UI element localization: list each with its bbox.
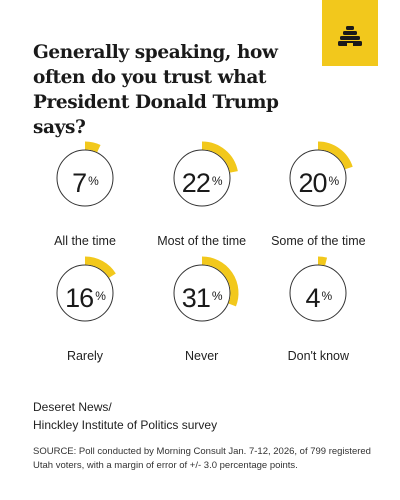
footnote: SOURCE: Poll conducted by Morning Consul… xyxy=(33,446,371,471)
chart-title: Generally speaking, how often do you tru… xyxy=(33,42,279,138)
gauge-value: 31% xyxy=(145,283,259,313)
gauge-arc xyxy=(84,141,101,153)
gauge-value-number: 16 xyxy=(65,283,94,313)
gauge-track xyxy=(289,264,347,322)
gauge-arc xyxy=(318,256,328,266)
gauge-track xyxy=(56,264,114,322)
gauge-track xyxy=(173,149,231,207)
gauge-6: 4% Don't know xyxy=(261,256,378,376)
gauge-value: 7% xyxy=(28,168,142,198)
gauge-value-number: 7 xyxy=(72,168,87,198)
gauge-3: 20% Some of the time xyxy=(261,141,378,261)
gauge-ring xyxy=(289,256,347,322)
gauge-value-number: 22 xyxy=(181,168,211,198)
gauge-grid: 7% All the time 22% Most of the time 20% Some… xyxy=(28,141,378,376)
gauge-arc xyxy=(84,256,116,278)
gauge-value: 22% xyxy=(145,168,259,198)
gauge-label: Never xyxy=(184,349,219,363)
gauge-arc xyxy=(318,141,354,170)
gauge-value-number: 4 xyxy=(305,283,320,313)
gauge-value-number: 31 xyxy=(181,283,211,313)
gauge-track xyxy=(56,149,114,207)
gauge-track xyxy=(289,149,347,207)
gauge-value-unit: % xyxy=(88,174,99,188)
gauge-2: 22% Most of the time xyxy=(145,141,262,261)
gauge-4: 16% Rarely xyxy=(28,256,145,376)
gauge-value: 16% xyxy=(28,283,142,313)
gauge-value: 4% xyxy=(261,283,375,313)
gauge-label: All the time xyxy=(54,234,116,248)
source-credit: Deseret News/ Hinckley Institute of Poli… xyxy=(33,398,217,434)
gauge-track xyxy=(173,264,231,322)
beehive-icon xyxy=(338,26,362,46)
gauge-ring xyxy=(173,256,239,322)
gauge-value-number: 20 xyxy=(298,168,327,198)
source-credit-line-1: Deseret News/ xyxy=(33,400,112,414)
gauge-value-unit: % xyxy=(321,289,333,303)
gauge-ring xyxy=(289,141,354,207)
gauge-ring xyxy=(56,256,116,322)
gauge-1: 7% All the time xyxy=(28,141,145,261)
gauge-value-unit: % xyxy=(211,174,223,188)
gauge-value-unit: % xyxy=(211,289,223,303)
gauge-label: Most of the time xyxy=(157,234,247,248)
gauge-arc xyxy=(201,256,239,307)
logo-badge xyxy=(322,0,378,66)
gauge-5: 31% Never xyxy=(145,256,262,376)
gauge-label: Some of the time xyxy=(271,234,366,248)
gauge-value: 20% xyxy=(261,168,375,198)
gauge-value-unit: % xyxy=(95,289,106,303)
gauge-ring xyxy=(56,141,114,207)
gauge-label: Don't know xyxy=(287,349,350,363)
source-credit-line-2: Hinckley Institute of Politics survey xyxy=(33,418,218,432)
gauge-value-unit: % xyxy=(328,174,340,188)
gauge-arc xyxy=(201,141,238,173)
gauge-ring xyxy=(173,141,238,207)
gauge-label: Rarely xyxy=(66,349,104,363)
